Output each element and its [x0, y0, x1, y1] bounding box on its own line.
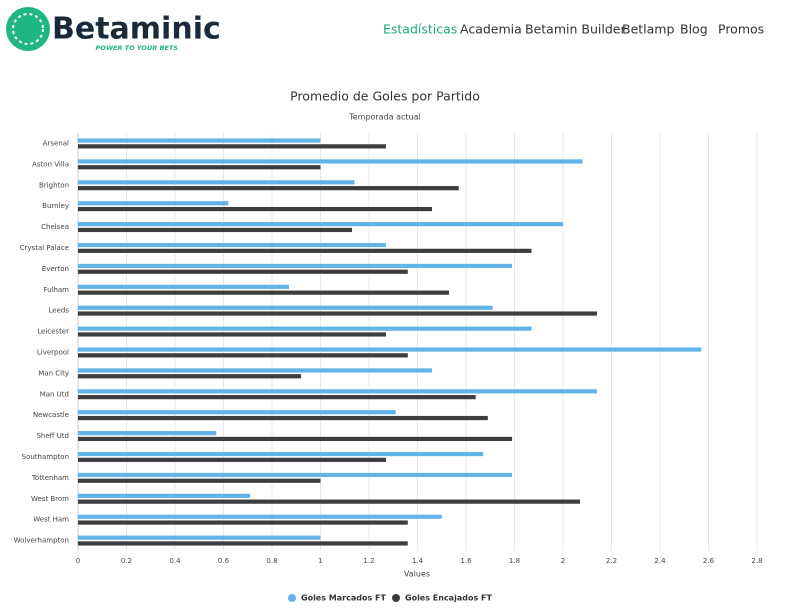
y-tick-label: Leicester — [37, 328, 69, 336]
bar — [78, 290, 450, 295]
x-tick-label: 1.4 — [412, 557, 424, 565]
y-tick-label: Fulham — [43, 286, 69, 294]
x-tick-label: 2.4 — [654, 557, 666, 565]
bar — [78, 227, 353, 233]
bar — [78, 499, 580, 504]
x-tick-label: 1.6 — [460, 557, 472, 565]
bar — [78, 326, 532, 331]
logo[interactable]: Betaminic POWER TO YOUR BETS — [6, 7, 221, 52]
bar — [78, 457, 386, 462]
legend-label: Goles Marcados FT — [301, 594, 386, 603]
bar — [78, 415, 488, 421]
bar — [78, 206, 433, 212]
legend-label: Goles Encajados FT — [405, 594, 492, 603]
y-tick-label: Arsenal — [43, 139, 69, 147]
bar — [78, 478, 321, 483]
y-tick-label: Aston Villa — [32, 160, 69, 168]
logo-icon-pattern — [12, 13, 44, 45]
y-tick-label: West Brom — [31, 495, 69, 503]
bar — [78, 138, 321, 143]
y-tick-label: Everton — [42, 265, 69, 273]
x-tick-label: 2.6 — [703, 557, 715, 565]
chart-subtitle: Temporada actual — [348, 113, 421, 122]
bar — [78, 514, 442, 519]
x-tick-label: 1.2 — [363, 557, 374, 565]
bar — [78, 305, 493, 310]
y-tick-label: Burnley — [42, 202, 69, 210]
bar — [78, 451, 483, 457]
y-tick-label: Man City — [38, 369, 69, 377]
x-tick-label: 2.8 — [751, 557, 762, 565]
bar — [78, 431, 217, 436]
bar — [78, 353, 408, 358]
x-tick-label: 0 — [76, 557, 80, 565]
bar — [78, 284, 289, 289]
y-tick-label: Leeds — [49, 307, 70, 315]
bar — [78, 374, 302, 379]
bar — [78, 165, 321, 170]
bar — [78, 144, 386, 149]
legend-swatch — [288, 594, 296, 602]
bar — [78, 520, 408, 525]
y-tick-label: Chelsea — [41, 223, 69, 231]
x-tick-label: 0.2 — [121, 557, 132, 565]
bar — [78, 347, 702, 352]
x-tick-label: 1.8 — [509, 557, 520, 565]
x-tick-label: 0.8 — [266, 557, 277, 565]
y-tick-label: Southampton — [22, 453, 69, 461]
x-axis-title: Values — [404, 570, 430, 579]
y-tick-label: West Ham — [33, 516, 69, 524]
bar — [78, 332, 386, 337]
y-tick-label: Crystal Palace — [20, 244, 69, 252]
y-tick-label: Tottenham — [31, 474, 69, 482]
bar — [78, 263, 513, 269]
logo-text: Betaminic — [52, 12, 221, 47]
bar — [78, 472, 513, 478]
nav-link[interactable]: Betlamp — [622, 22, 674, 37]
bar — [78, 159, 583, 164]
y-tick-label: Sheff Utd — [36, 432, 69, 440]
x-tick-label: 2.2 — [606, 557, 617, 565]
nav-link[interactable]: Academia — [460, 22, 522, 37]
bar — [78, 222, 563, 227]
nav-link[interactable]: Blog — [680, 22, 708, 37]
bar — [78, 180, 355, 185]
bar — [78, 248, 532, 253]
bar — [78, 368, 433, 373]
chart-title: Promedio de Goles por Partido — [290, 89, 480, 104]
bar — [78, 389, 597, 394]
x-tick-label: 0.6 — [218, 557, 230, 565]
bar — [78, 535, 321, 540]
legend-item[interactable]: Goles Encajados FT — [392, 594, 492, 603]
bar — [78, 269, 408, 274]
bar — [78, 201, 229, 206]
legend-swatch — [392, 594, 400, 602]
nav-link-active[interactable]: Estadísticas — [383, 22, 457, 37]
y-tick-label: Liverpool — [37, 348, 69, 356]
bar — [78, 311, 597, 316]
bar — [78, 242, 386, 248]
y-tick-label: Wolverhampton — [14, 537, 69, 545]
bar — [78, 186, 459, 191]
y-tick-label: Brighton — [39, 181, 69, 189]
logo-tagline: POWER TO YOUR BETS — [96, 44, 179, 52]
bar — [78, 493, 251, 498]
nav-link[interactable]: Promos — [718, 22, 764, 37]
x-tick-label: 1 — [318, 557, 322, 565]
x-tick-label: 2 — [561, 557, 565, 565]
nav-link[interactable]: Betamin Builder — [525, 22, 626, 37]
bar — [78, 436, 513, 442]
logo-icon — [6, 7, 50, 51]
x-tick-label: 0.4 — [169, 557, 181, 565]
bar — [78, 410, 396, 415]
y-tick-label: Man Utd — [40, 390, 69, 398]
y-tick-label: Newcastle — [33, 411, 69, 419]
plot: 0 0.2 0.4 0.6 0.8 1 1.2 1.4 1.6 1.8 2 2.2 2.4 2.6 2.8 A… — [14, 133, 763, 565]
bar — [78, 395, 476, 400]
bar — [78, 541, 408, 546]
legend-item[interactable]: Goles Marcados FT — [288, 594, 386, 603]
